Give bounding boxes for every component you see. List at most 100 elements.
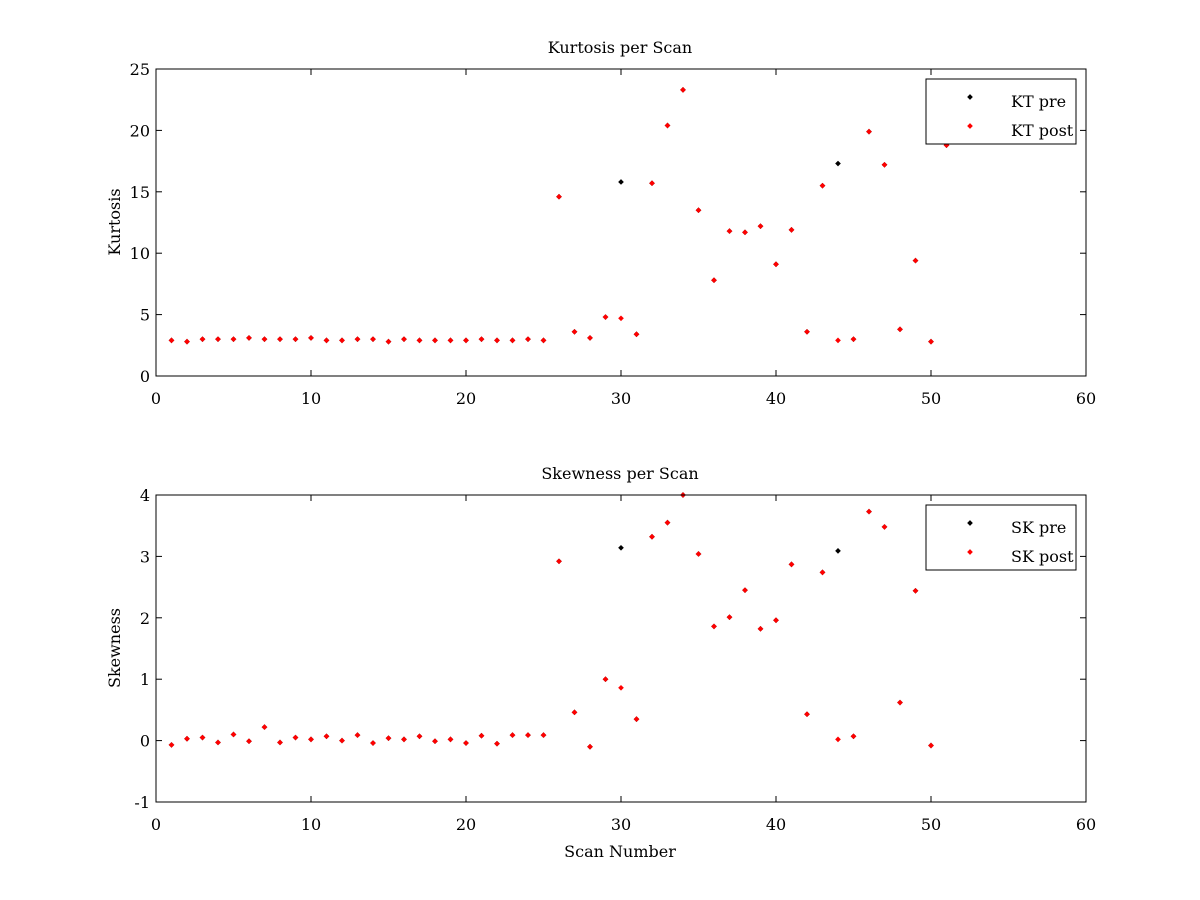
kurtosis-point-post [199,336,206,342]
skewness-legend-box [925,504,1077,571]
skewness-point-post [866,508,872,515]
skewness-point-post [339,737,345,744]
skewness-point-post [478,732,485,739]
skewness-point-post [277,739,283,746]
skewness-point-post [432,738,438,745]
skewness-point-post [571,709,578,716]
kurtosis-x-tick-label: 40 [766,389,786,408]
kurtosis-x-tick-label: 60 [1076,389,1096,408]
kurtosis-point-post [881,161,888,168]
skewness-point-post [416,733,423,740]
kurtosis-point-post [726,228,733,234]
kurtosis-point-post [385,338,392,345]
skewness-x-tick-label: 10 [301,815,321,834]
skewness-x-tick-label: 20 [456,815,476,834]
kurtosis-point-post [788,227,795,233]
skewness-point-post [540,732,547,738]
kurtosis-point-post [850,336,857,342]
kurtosis-legend-marker-post [967,123,973,129]
skewness-point-post [664,519,671,526]
kurtosis-point-post [695,207,702,214]
kurtosis-panel: Kurtosis per Scan Kurtosis 0 10 20 30 40 50 60… [105,38,1096,408]
kurtosis-point-post [804,328,810,335]
skewness-point-post [881,524,888,530]
skewness-point-post [385,735,392,741]
skewness-point-pre [835,548,841,554]
kurtosis-title: Kurtosis per Scan [548,38,692,57]
skewness-y-tick-label: 2 [140,609,150,628]
kurtosis-legend: KT pre KT post [925,78,1077,145]
skewness-point-post [742,587,748,593]
kurtosis-point-post [680,87,686,93]
kurtosis-point-post [370,336,376,342]
kurtosis-point-post [928,338,934,345]
kurtosis-point-pre [835,160,841,167]
kurtosis-point-post [401,336,407,342]
kurtosis-point-post [432,337,438,344]
skewness-point-post [726,614,733,621]
skewness-point-post [323,733,330,740]
kurtosis-y-tick-label: 15 [130,183,150,202]
kurtosis-point-post [819,182,826,189]
skewness-y-tick-label: 3 [140,547,150,566]
skewness-axes-box [155,494,1087,803]
kurtosis-point-post [633,331,640,338]
kurtosis-y-tick-label: 5 [140,306,150,325]
skewness-point-post [649,533,655,540]
kurtosis-y-tick-label: 20 [130,121,150,140]
skewness-point-post [199,734,206,741]
skewness-point-post [633,716,640,722]
kurtosis-point-post [897,326,903,333]
kurtosis-x-tick-label: 0 [151,389,161,408]
skewness-x-tick-label: 50 [921,815,941,834]
kurtosis-point-post [540,337,547,344]
kurtosis-point-post [835,337,841,344]
skewness-point-post [370,740,376,746]
kurtosis-point-post [602,314,609,320]
kurtosis-point-post [323,337,330,344]
skewness-points [168,492,934,750]
skewness-point-post [230,731,237,738]
kurtosis-point-post [494,337,500,344]
skewness-legend: SK pre SK post [925,504,1077,571]
skewness-point-post [494,740,500,747]
kurtosis-points [168,87,950,345]
kurtosis-point-post [649,180,655,187]
skewness-point-post [463,740,469,746]
kurtosis-point-post [525,336,531,342]
kurtosis-y-tick-label: 10 [130,244,150,263]
skewness-legend-marker-pre [967,520,973,526]
kurtosis-point-post [509,337,516,344]
skewness-point-post [804,711,810,718]
kurtosis-point-post [261,336,268,342]
skewness-point-post [215,739,221,746]
kurtosis-point-post [246,335,252,341]
skewness-legend-marker-post [967,549,973,555]
kurtosis-x-tick-label: 20 [456,389,476,408]
kurtosis-point-post [308,335,314,341]
kurtosis-point-post [292,336,299,342]
kurtosis-point-post [230,336,237,342]
skewness-point-post [525,732,531,738]
skewness-point-post [447,736,454,743]
skewness-point-post [556,558,562,565]
kurtosis-point-post [773,261,779,268]
skewness-x-tick-label: 30 [611,815,631,834]
kurtosis-point-post [866,128,872,135]
skewness-point-post [695,551,702,557]
kurtosis-y-tick-label: 25 [130,60,150,79]
kurtosis-x-tick-label: 30 [611,389,631,408]
skewness-point-post [850,733,857,740]
skewness-x-tick-label: 40 [766,815,786,834]
kurtosis-point-post [354,336,361,342]
kurtosis-point-post [463,337,469,344]
skewness-title: Skewness per Scan [541,464,698,483]
skewness-point-post [587,743,593,750]
kurtosis-point-post [277,336,283,342]
skewness-legend-label-post: SK post [1011,547,1074,566]
skewness-point-post [912,587,919,594]
kurtosis-point-post [184,338,190,345]
skewness-panel: Skewness per Scan Skewness Scan Number 0… [105,464,1096,861]
kurtosis-y-tick-label: 0 [140,367,150,386]
skewness-y-tick-label: 4 [140,486,150,505]
